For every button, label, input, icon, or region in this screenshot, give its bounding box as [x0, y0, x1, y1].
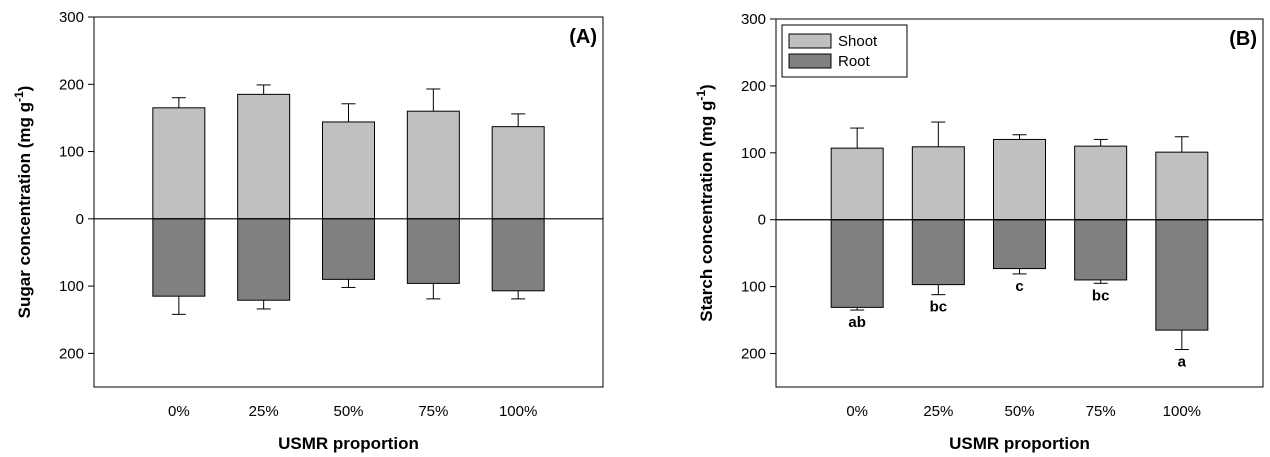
- bar-shoot-50pct: [322, 121, 375, 220]
- significance-label: ab: [848, 314, 866, 331]
- panel-label: (B): [1229, 28, 1257, 50]
- x-tick-label: 25%: [249, 403, 279, 420]
- y-tick-label: 200: [59, 76, 84, 93]
- x-tick-label: 100%: [499, 403, 537, 420]
- bar-shoot-50pct: [993, 138, 1046, 221]
- x-tick-label: 50%: [333, 403, 363, 420]
- legend-swatch-shoot: [788, 33, 832, 49]
- y-axis-title-main: Sugar concentration (mg g: [15, 102, 34, 318]
- x-tick-label: 75%: [418, 403, 448, 420]
- legend-label-shoot: Shoot: [838, 33, 878, 50]
- y-axis-title-main: Starch concentration (mg g: [697, 101, 716, 322]
- y-axis-title-superscript: -1: [694, 90, 708, 101]
- x-tick-label: 50%: [1004, 403, 1034, 420]
- y-tick-label: 300: [741, 11, 766, 28]
- y-tick-label: 0: [758, 212, 766, 229]
- y-axis-title-end: ): [697, 84, 716, 90]
- x-tick-label: 75%: [1086, 403, 1116, 420]
- legend-label-root: Root: [838, 53, 871, 70]
- significance-label: a: [1178, 354, 1187, 371]
- x-axis-title: USMR proportion: [278, 434, 419, 453]
- significance-label: bc: [1092, 287, 1110, 304]
- bar-root-75pct: [1074, 219, 1128, 281]
- y-tick-label: 200: [741, 78, 766, 95]
- bar-root-100pct: [491, 218, 545, 292]
- x-axis-title: USMR proportion: [949, 434, 1090, 453]
- bar-shoot-100pct: [1155, 151, 1209, 221]
- plot-frame: [93, 16, 604, 388]
- y-tick-label: 0: [76, 211, 84, 228]
- bar-shoot-25pct: [237, 93, 291, 220]
- chart-panel-a: 300 200 100 0 100 200 0% 25% 50% 75% 100% (A) USMR p…: [12, 9, 604, 453]
- y-axis-title-superscript: -1: [12, 91, 26, 102]
- bar-root-100pct: [1155, 219, 1209, 331]
- bar-root-50pct: [993, 219, 1046, 270]
- y-axis-title-end: ): [15, 86, 34, 92]
- bar-root-25pct: [911, 219, 965, 286]
- y-tick-label: 200: [741, 346, 766, 363]
- bar-root-75pct: [406, 218, 460, 284]
- bar-root-0pct: [830, 219, 884, 308]
- bar-shoot-25pct: [911, 146, 965, 221]
- y-axis-title: Sugar concentration (mg g-1): [12, 86, 34, 319]
- x-tick-label: 25%: [923, 403, 953, 420]
- significance-label: c: [1015, 278, 1023, 295]
- bar-shoot-100pct: [491, 126, 545, 220]
- y-tick-label: 300: [59, 9, 84, 26]
- significance-label: bc: [930, 299, 948, 316]
- bar-root-25pct: [237, 218, 291, 301]
- chart-panel-b: 300 200 100 0 100 200 0% 25% 50% 75% 100% ab bc c bc a (…: [694, 11, 1264, 453]
- y-tick-label: 100: [741, 145, 766, 162]
- x-tick-label: 0%: [846, 403, 868, 420]
- y-tick-label: 100: [59, 144, 84, 161]
- bar-shoot-0pct: [830, 147, 884, 221]
- bar-shoot-0pct: [152, 107, 206, 220]
- y-axis-title: Starch concentration (mg g-1): [694, 84, 716, 321]
- legend: Shoot Root: [781, 24, 908, 78]
- plot-frame: [775, 18, 1264, 388]
- bar-root-0pct: [152, 218, 206, 297]
- legend-swatch-root: [788, 53, 832, 69]
- bar-shoot-75pct: [1074, 145, 1128, 221]
- y-tick-label: 200: [59, 345, 84, 362]
- x-tick-label: 0%: [168, 403, 190, 420]
- y-tick-label: 100: [741, 279, 766, 296]
- x-tick-label: 100%: [1163, 403, 1201, 420]
- panel-label: (A): [569, 26, 597, 48]
- y-tick-label: 100: [59, 278, 84, 295]
- bar-root-50pct: [322, 218, 375, 280]
- bar-shoot-75pct: [406, 110, 460, 220]
